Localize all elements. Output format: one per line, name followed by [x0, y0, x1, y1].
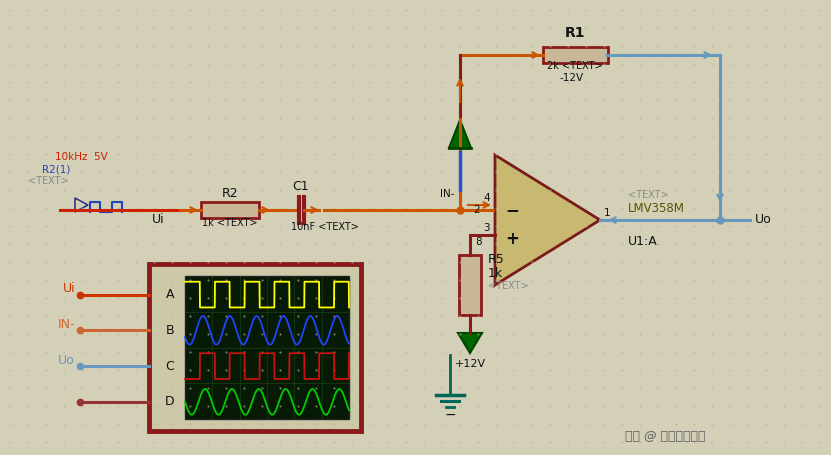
Text: C1: C1 [293, 180, 309, 193]
Text: 1k: 1k [488, 267, 503, 280]
Text: −: − [505, 201, 519, 219]
Text: Ui: Ui [152, 213, 165, 226]
Text: A: A [165, 288, 175, 301]
Text: 3: 3 [483, 223, 489, 233]
Text: 2: 2 [473, 205, 479, 215]
Bar [149, 264, 361, 431]
Text: 8: 8 [475, 237, 482, 247]
Text: Ui: Ui [62, 282, 75, 295]
Text: 1k <TEXT>: 1k <TEXT> [202, 218, 258, 228]
Bar [459, 255, 481, 315]
Text: <TEXT>: <TEXT> [488, 281, 529, 291]
Bar [543, 47, 608, 63]
Text: +: + [505, 230, 519, 248]
Text: <TEXT>: <TEXT> [628, 190, 669, 200]
Text: <TEXT>: <TEXT> [28, 176, 69, 186]
Text: IN-: IN- [57, 318, 75, 331]
Text: C: C [165, 359, 175, 373]
Text: R1: R1 [565, 26, 585, 40]
Bar [201, 202, 259, 218]
Text: +12V: +12V [455, 359, 485, 369]
Text: U1:A: U1:A [628, 235, 658, 248]
Text: 10kHz  5V: 10kHz 5V [55, 152, 108, 162]
Text: 4: 4 [483, 193, 489, 203]
Text: −: − [445, 408, 456, 422]
Text: 10nF <TEXT>: 10nF <TEXT> [291, 222, 359, 232]
Polygon shape [449, 120, 471, 148]
Text: D: D [165, 395, 175, 408]
Text: R5: R5 [488, 253, 504, 266]
Text: R2: R2 [222, 187, 238, 200]
Polygon shape [458, 333, 482, 353]
Text: -12V: -12V [560, 73, 584, 83]
Text: IN-: IN- [440, 189, 455, 199]
Text: B: B [165, 324, 175, 337]
Text: R2(1): R2(1) [42, 164, 71, 174]
Text: Uo: Uo [58, 354, 75, 367]
Text: Uo: Uo [755, 213, 772, 226]
Polygon shape [495, 155, 600, 285]
Text: LMV358M: LMV358M [628, 202, 685, 215]
Text: 知乎 @ 嵌入式程序员: 知乎 @ 嵌入式程序员 [625, 430, 706, 443]
Text: 1: 1 [604, 208, 611, 218]
Text: 2k <TEXT>: 2k <TEXT> [547, 61, 602, 71]
Bar [185, 276, 349, 419]
